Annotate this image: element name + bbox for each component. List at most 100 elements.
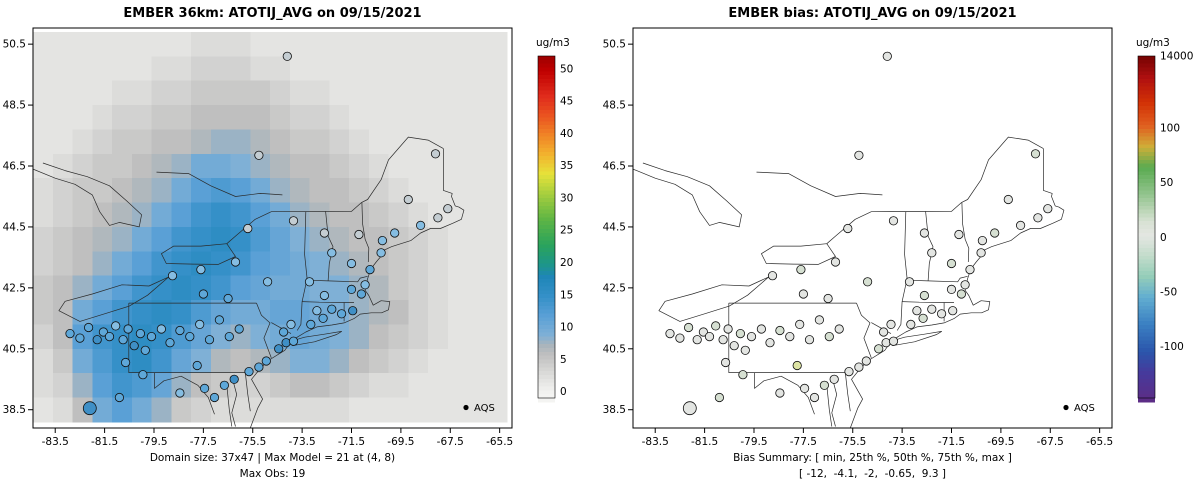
aqs-point	[738, 370, 748, 380]
aqs-legend-label: AQS	[474, 403, 495, 414]
outline-chesapeake	[231, 376, 238, 427]
outline-nh_me	[361, 202, 370, 263]
x-axis-tick-label: -65.5	[486, 436, 513, 448]
aqs-point	[175, 388, 185, 398]
aqs-point	[306, 319, 316, 329]
aqs-point	[204, 335, 215, 345]
outline-lake_ontario	[761, 243, 836, 265]
aqs-point	[960, 280, 970, 290]
aqs-point	[919, 228, 929, 238]
model-bias-panel: EMBER bias: ATOTIJ_AVG on 09/15/2021 -83…	[600, 0, 1200, 502]
aqs-point	[138, 370, 148, 380]
x-axis-tick-label: -81.5	[91, 436, 118, 448]
map-plot-group: -83.5 -81.5 -79.5 -77.5 -75.5 -73.5 -71.5 -69.5…	[3, 27, 573, 448]
outline-long_island	[892, 331, 942, 347]
aqs-point	[1003, 194, 1013, 205]
outline-atlantic_coast	[249, 148, 465, 428]
aqs-point	[740, 345, 750, 355]
bias-colorbar: 14000 100 50 0 -50 -100	[1137, 51, 1193, 403]
aqs-point	[185, 331, 195, 342]
aqs-point	[376, 248, 386, 258]
x-axis-tick-label: -77.5	[190, 436, 217, 448]
x-axis-tick-label: -67.5	[437, 436, 464, 448]
aqs-point	[377, 236, 387, 246]
aqs-point	[765, 338, 775, 348]
aqs-point	[800, 383, 810, 393]
aqs-legend-dot	[1063, 404, 1069, 411]
aqs-point	[140, 345, 150, 355]
x-axis-tick-label: -75.5	[839, 436, 866, 448]
y-axis-tick-label: 44.5	[603, 221, 626, 233]
outline-vt_nh	[925, 211, 934, 281]
x-axis-tick-label: -71.5	[938, 436, 965, 448]
aqs-point	[946, 258, 957, 269]
plot-border	[32, 27, 513, 429]
colorbar-tick-label: 50	[560, 63, 573, 75]
aqs-point	[390, 228, 400, 238]
right-caption-bias-summary: Bias Summary: [ min, 25th %, 50th %, 75t…	[733, 452, 1012, 464]
aqs-point	[723, 324, 733, 334]
aqs-point	[814, 315, 824, 325]
aqs-point	[278, 327, 289, 337]
aqs-point	[1033, 213, 1043, 223]
colorbar-tick-label: 20	[560, 257, 573, 269]
colorbar-tick-label: 45	[560, 96, 573, 108]
outline-canada_border	[226, 136, 444, 244]
aqs-point	[711, 321, 721, 331]
aqs-point	[785, 331, 795, 342]
plot-border	[632, 27, 1113, 429]
aqs-point	[312, 306, 322, 316]
aqs-point	[878, 327, 889, 337]
outline-delmarva	[244, 372, 251, 412]
outline-ma_north	[907, 275, 968, 283]
left-map-canvas: -83.5 -81.5 -79.5 -77.5 -75.5 -73.5 -71.5 -69.5…	[3, 27, 573, 448]
outline-georgian_bay	[33, 162, 142, 228]
aqs-point	[348, 306, 358, 316]
aqs-point	[919, 290, 929, 301]
aqs-point	[243, 223, 253, 234]
outline-md_va_west	[226, 385, 233, 427]
x-axis-tick-label: -65.5	[1086, 436, 1113, 448]
aqs-point	[976, 248, 986, 258]
aqs-point	[244, 366, 254, 377]
aqs-point	[1030, 149, 1041, 159]
aqs-point	[224, 331, 234, 342]
aqs-point	[346, 258, 357, 269]
aqs-point	[336, 309, 347, 319]
aqs-point	[775, 325, 785, 336]
aqs-point	[886, 319, 896, 329]
y-axis-tick-label: 38.5	[3, 404, 26, 416]
colorbar-tick-label: 15	[560, 289, 573, 301]
x-axis-tick-label: -83.5	[642, 436, 669, 448]
left-caption-maxobs: Max Obs: 19	[239, 468, 306, 480]
x-axis-tick-label: -71.5	[338, 436, 365, 448]
y-axis-tick-label: 46.5	[603, 161, 626, 173]
right-caption-bias-values: [ -12, -4.1, -2, -0.65, 9.3 ]	[799, 468, 946, 480]
aqs-point	[288, 336, 299, 346]
x-axis-tick-label: -73.5	[889, 436, 916, 448]
aqs-point	[854, 150, 864, 160]
aqs-point	[82, 401, 97, 416]
aqs-point	[200, 383, 210, 393]
aqs-point	[430, 149, 441, 159]
outline-ny_east	[896, 211, 908, 331]
aqs-point	[92, 335, 102, 345]
aqs-point	[156, 324, 166, 334]
aqs-point	[121, 357, 131, 368]
aqs-point	[718, 335, 728, 345]
aqs-point	[824, 331, 834, 342]
aqs-point	[956, 289, 966, 299]
aqs-point	[319, 228, 329, 238]
aqs-point	[234, 324, 244, 334]
outline-chesapeake	[831, 376, 838, 427]
aqs-point	[665, 328, 675, 339]
colorbar-tick-label: 100	[1160, 122, 1180, 134]
aqs-point	[98, 327, 109, 337]
aqs-point	[230, 257, 241, 267]
aqs-point	[874, 344, 884, 354]
right-colorbar-unit-label: ug/m3	[1136, 37, 1170, 49]
aqs-point	[721, 357, 731, 368]
aqs-point	[888, 216, 899, 226]
aqs-point	[882, 51, 892, 61]
